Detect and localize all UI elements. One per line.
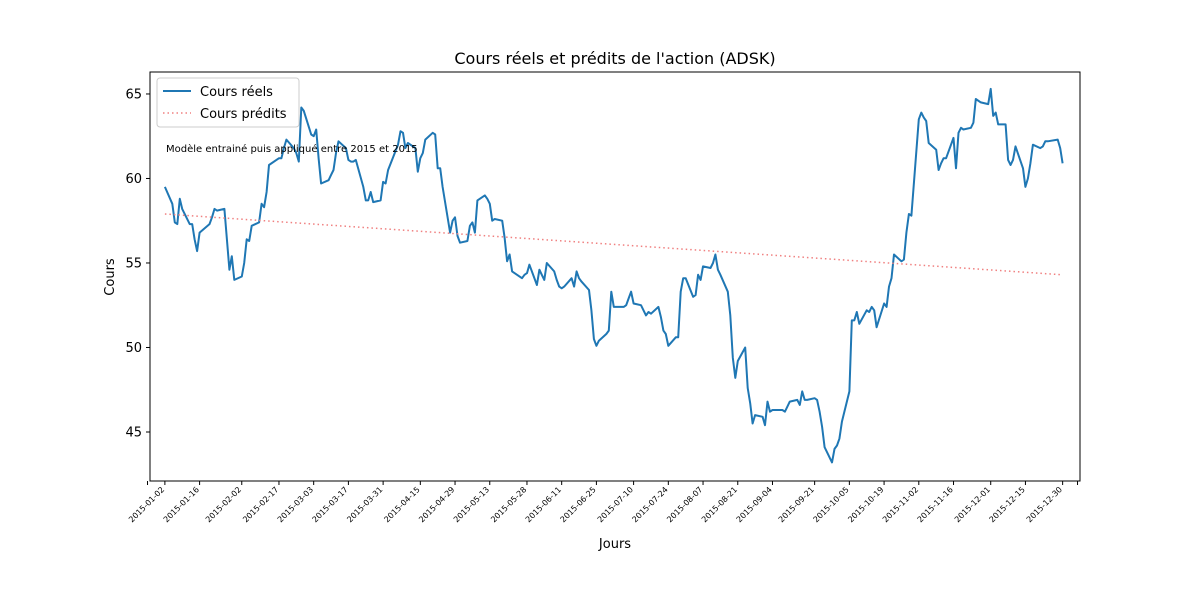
plot-frame <box>149 71 1081 482</box>
x-axis-label: Jours <box>598 537 631 552</box>
chart-annotation: Modèle entrainé puis appliqué entre 2015… <box>166 143 418 155</box>
y-tick-label: 45 <box>125 425 142 440</box>
y-axis-label: Cours <box>103 258 118 296</box>
series-line-cours-predits <box>164 213 1063 276</box>
legend: Cours réels Cours prédits <box>156 77 300 128</box>
y-tick-label: 60 <box>125 172 142 187</box>
plot-area <box>150 72 1080 481</box>
legend-label-cours-reels: Cours réels <box>200 85 273 100</box>
y-tick-label: 55 <box>125 256 142 271</box>
legend-box <box>156 77 300 128</box>
y-tick-label: 65 <box>125 87 142 102</box>
series-line-cours-reels <box>163 87 1064 464</box>
chart-title: Cours réels et prédits de l'action (ADSK… <box>454 49 775 68</box>
y-axis: 45 50 55 60 65 <box>125 87 150 440</box>
y-tick-label: 50 <box>125 341 142 356</box>
series-layer <box>163 87 1064 464</box>
legend-label-cours-predits: Cours prédits <box>200 107 287 122</box>
